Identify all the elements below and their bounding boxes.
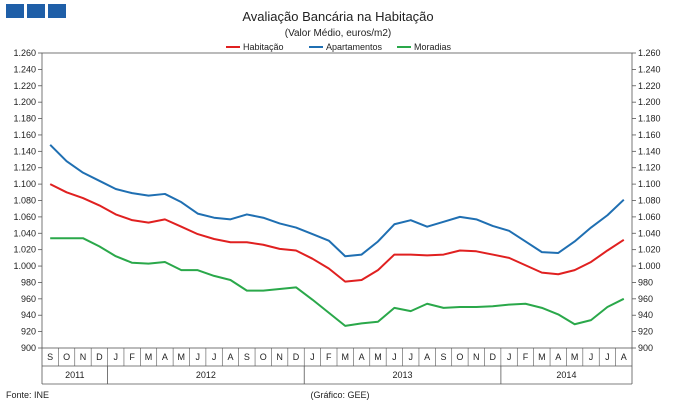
chart-axes: 900 900 920 920 940 940 960 960 980 980 1.000 1.000… — [13, 48, 661, 385]
x-tick-label: O — [260, 352, 267, 362]
y-tick-label-left: 1.060 — [13, 212, 36, 222]
y-tick-label-right: 920 — [638, 327, 653, 337]
chart-subtitle: (Valor Médio, euros/m2) — [285, 28, 392, 39]
year-label: 2012 — [196, 370, 216, 380]
chart-title: Avaliação Bancária na Habitação — [242, 9, 433, 24]
y-tick-label-left: 920 — [21, 327, 36, 337]
x-tick-label: M — [341, 352, 349, 362]
y-tick-label-left: 980 — [21, 277, 36, 287]
x-tick-label: J — [212, 352, 217, 362]
x-tick-label: S — [47, 352, 53, 362]
logo-block — [27, 4, 45, 18]
x-tick-label: J — [392, 352, 397, 362]
x-tick-label: N — [473, 352, 480, 362]
y-tick-label-right: 1.040 — [638, 228, 661, 238]
x-tick-label: M — [374, 352, 382, 362]
y-tick-label-left: 1.080 — [13, 196, 36, 206]
series-line — [49, 183, 625, 283]
x-tick-label: N — [80, 352, 87, 362]
x-tick-label: A — [162, 352, 168, 362]
x-tick-label: F — [326, 352, 332, 362]
x-tick-label: M — [145, 352, 153, 362]
x-tick-label: A — [424, 352, 430, 362]
y-tick-label-left: 1.140 — [13, 146, 36, 156]
year-label: 2011 — [65, 370, 84, 380]
x-tick-label: J — [310, 352, 315, 362]
x-tick-label: A — [555, 352, 561, 362]
x-tick-label: J — [195, 352, 200, 362]
y-tick-label-left: 1.020 — [13, 245, 36, 255]
x-tick-label: F — [523, 352, 529, 362]
y-tick-label-right: 1.140 — [638, 146, 661, 156]
y-tick-label-right: 1.200 — [638, 97, 661, 107]
source-note: Fonte: INE — [6, 390, 49, 400]
logo-block — [48, 4, 66, 18]
y-tick-label-left: 1.180 — [13, 114, 36, 124]
plot-frame — [41, 52, 633, 349]
y-tick-label-left: 1.260 — [13, 48, 36, 58]
y-tick-label-right: 1.000 — [638, 261, 661, 271]
series-line — [50, 237, 625, 327]
x-tick-label: N — [276, 352, 283, 362]
chart-legend: Habitação Apartamentos Moradias — [226, 42, 452, 52]
y-tick-label-left: 1.000 — [13, 261, 36, 271]
series-line — [49, 144, 625, 258]
y-tick-label-right: 1.240 — [638, 64, 661, 74]
x-tick-label: J — [409, 352, 414, 362]
y-tick-label-right: 1.180 — [638, 114, 661, 124]
credit-note: (Gráfico: GEE) — [310, 390, 369, 400]
x-tick-label: S — [244, 352, 250, 362]
legend-label: Moradias — [414, 42, 452, 52]
y-tick-label-right: 1.120 — [638, 163, 661, 173]
x-tick-label: D — [293, 352, 300, 362]
x-tick-label: M — [538, 352, 546, 362]
y-tick-label-left: 1.100 — [13, 179, 36, 189]
x-tick-label: J — [605, 352, 610, 362]
y-tick-label-left: 940 — [21, 310, 36, 320]
y-tick-label-left: 1.220 — [13, 81, 36, 91]
x-tick-label: A — [621, 352, 627, 362]
y-tick-label-left: 1.240 — [13, 64, 36, 74]
y-tick-label-right: 900 — [638, 343, 653, 353]
y-tick-label-left: 1.200 — [13, 97, 36, 107]
x-tick-label: O — [63, 352, 70, 362]
y-tick-label-right: 940 — [638, 310, 653, 320]
y-tick-label-left: 1.040 — [13, 228, 36, 238]
logo-block — [6, 4, 24, 18]
x-tick-label: M — [571, 352, 579, 362]
y-tick-label-left: 1.120 — [13, 163, 36, 173]
y-tick-label-left: 960 — [21, 294, 36, 304]
y-tick-label-right: 1.160 — [638, 130, 661, 140]
legend-label: Habitação — [243, 42, 284, 52]
x-tick-label: D — [489, 352, 496, 362]
y-tick-label-right: 1.060 — [638, 212, 661, 222]
legend-label: Apartamentos — [326, 42, 383, 52]
x-tick-label: A — [227, 352, 233, 362]
gee-logo-icon — [6, 4, 66, 18]
x-tick-label: D — [96, 352, 103, 362]
x-tick-label: A — [359, 352, 365, 362]
y-tick-label-left: 1.160 — [13, 130, 36, 140]
x-tick-label: S — [441, 352, 447, 362]
year-label: 2013 — [393, 370, 413, 380]
y-tick-label-right: 960 — [638, 294, 653, 304]
x-tick-label: J — [589, 352, 594, 362]
x-tick-label: M — [178, 352, 186, 362]
y-tick-label-right: 1.020 — [638, 245, 661, 255]
y-tick-label-left: 900 — [21, 343, 36, 353]
chart-series — [49, 144, 625, 327]
x-tick-label: F — [129, 352, 135, 362]
x-tick-label: O — [456, 352, 463, 362]
year-label: 2014 — [556, 370, 576, 380]
y-tick-label-right: 1.080 — [638, 196, 661, 206]
x-tick-label: J — [114, 352, 119, 362]
y-tick-label-right: 1.260 — [638, 48, 661, 58]
x-tick-label: J — [507, 352, 512, 362]
y-tick-label-right: 980 — [638, 277, 653, 287]
y-tick-label-right: 1.220 — [638, 81, 661, 91]
y-tick-label-right: 1.100 — [638, 179, 661, 189]
